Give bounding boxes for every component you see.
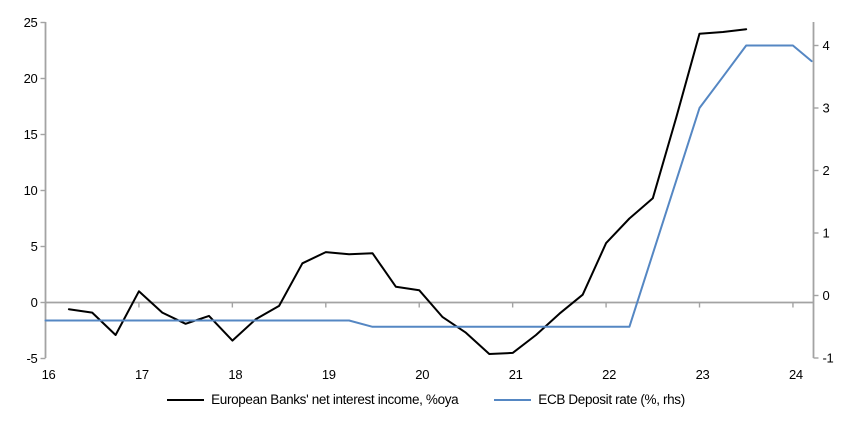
legend-item-ecb-deposit-rate: ECB Deposit rate (%, rhs) (494, 392, 685, 407)
right-axis-tick-label: 0 (823, 288, 830, 303)
x-axis-tick-label: 18 (228, 367, 242, 382)
x-axis-tick-label: 21 (509, 367, 523, 382)
right-axis-tick-label: 2 (823, 163, 830, 178)
left-axis-tick-label: 25 (24, 15, 38, 30)
left-axis-tick-label: -5 (27, 351, 38, 366)
x-axis-tick-label: 19 (322, 367, 336, 382)
right-axis-tick-label: 4 (823, 38, 830, 53)
x-axis-tick-label: 16 (42, 367, 56, 382)
legend-item-net-interest-income: European Banks' net interest income, %oy… (167, 392, 459, 407)
black-line-swatch (167, 398, 205, 401)
left-axis-tick-label: 0 (31, 295, 38, 310)
x-axis-tick-label: 22 (602, 367, 616, 382)
legend: European Banks' net interest income, %oy… (0, 392, 852, 407)
x-axis-tick-label: 23 (696, 367, 710, 382)
right-axis-tick-label: -1 (823, 351, 834, 366)
legend-label-net-interest-income: European Banks' net interest income, %oy… (211, 392, 459, 407)
x-axis-tick-label: 20 (415, 367, 429, 382)
legend-label-ecb-deposit-rate: ECB Deposit rate (%, rhs) (538, 392, 685, 407)
left-axis-tick-label: 20 (24, 71, 38, 86)
x-axis-tick-label: 17 (135, 367, 149, 382)
blue-line-swatch (494, 398, 532, 401)
net-interest-income-line (67, 28, 748, 355)
x-axis-tick-label: 24 (789, 367, 803, 382)
ecb-deposit-rate-line (44, 44, 813, 328)
left-axis-tick-label: 10 (24, 183, 38, 198)
left-axis-tick-label: 15 (24, 127, 38, 142)
left-axis-tick-label: 5 (31, 239, 38, 254)
right-axis-tick-label: 1 (823, 226, 830, 241)
right-axis-tick-label: 3 (823, 101, 830, 116)
